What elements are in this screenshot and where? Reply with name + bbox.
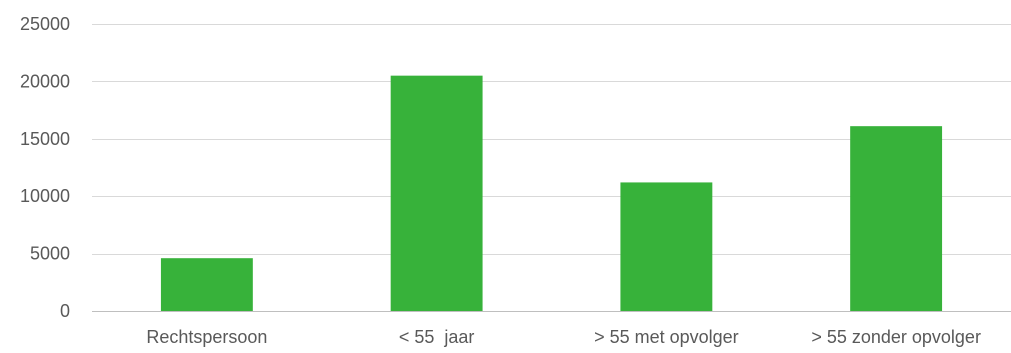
- x-tick-label: > 55 met opvolger: [594, 327, 739, 347]
- y-axis-tick-labels: 0 5000 10000 15000 20000 25000: [20, 14, 70, 321]
- bars: [160, 75, 943, 311]
- y-tick-label: 25000: [20, 14, 70, 34]
- x-axis-tick-labels: Rechtspersoon < 55 jaar > 55 met opvolger >…: [146, 327, 981, 347]
- x-tick-label: > 55 zonder opvolger: [811, 327, 981, 347]
- bar-0: [160, 258, 253, 311]
- y-tick-label: 10000: [20, 186, 70, 206]
- y-tick-label: 5000: [30, 244, 70, 264]
- x-tick-label: < 55 jaar: [399, 327, 475, 347]
- y-tick-label: 20000: [20, 71, 70, 91]
- bar-3: [850, 126, 943, 311]
- y-tick-label: 15000: [20, 129, 70, 149]
- x-tick-label: Rechtspersoon: [146, 327, 267, 347]
- bar-2: [620, 182, 713, 311]
- y-tick-label: 0: [60, 301, 70, 321]
- bar-1: [390, 75, 483, 311]
